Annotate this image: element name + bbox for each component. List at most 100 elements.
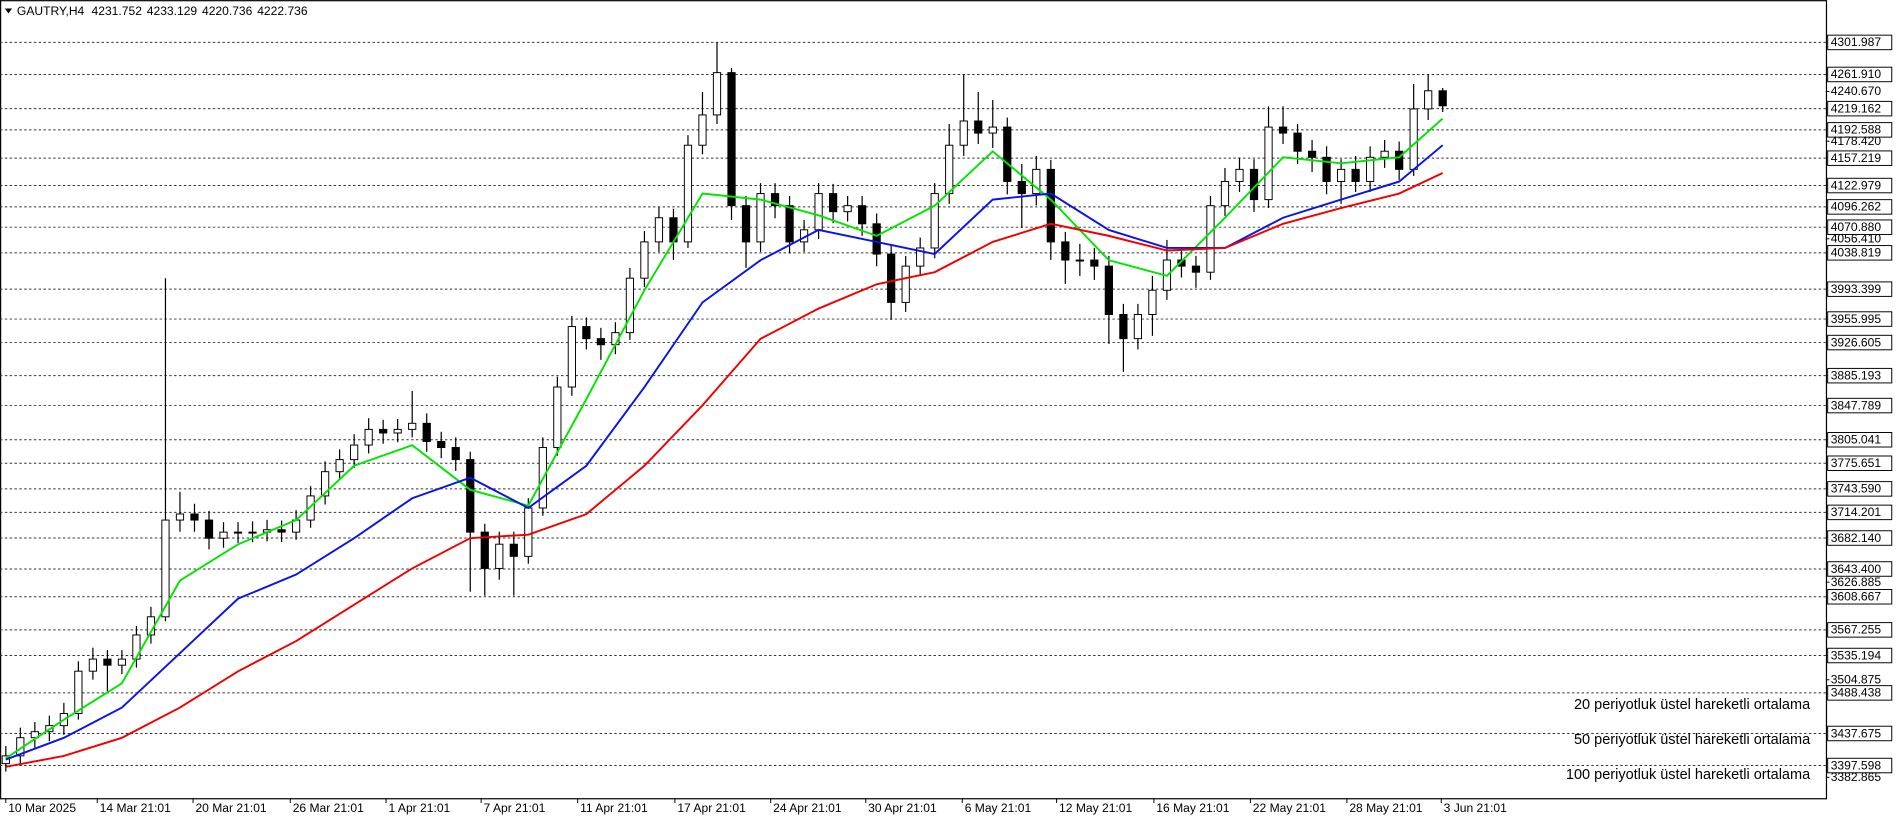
candle-body	[553, 386, 562, 449]
candle-body	[379, 428, 388, 434]
x-tick-label: 6 May 21:01	[965, 801, 1032, 815]
candle-body	[1278, 126, 1288, 134]
header: GAUTRY,H4 4231.752 4233.129 4220.736 4222.73…	[17, 4, 308, 18]
candle-body	[1119, 314, 1128, 340]
candle-body	[1046, 168, 1055, 243]
price-label-box	[1827, 455, 1893, 471]
x-tick-label: 26 Mar 21:01	[293, 801, 364, 815]
price-label-box	[1827, 150, 1893, 166]
candle-body	[88, 658, 98, 672]
candle-body	[30, 731, 39, 739]
symbol: GAUTRY,H4	[17, 4, 85, 18]
candle-body	[408, 422, 417, 430]
candle-body	[1220, 180, 1230, 207]
candle-body	[437, 440, 446, 449]
y-tick-label: 4096.262	[1831, 200, 1882, 214]
x-tick-label: 3 Jun 21:01	[1444, 801, 1507, 815]
candle-body	[1104, 265, 1113, 315]
candle-body	[480, 531, 489, 569]
candle-body	[1424, 90, 1433, 110]
x-tick-label: 10 Mar 2025	[8, 801, 76, 815]
price-label-box	[1827, 199, 1893, 215]
candle-body	[233, 531, 243, 534]
price-label-box	[1827, 66, 1893, 83]
plot-frame	[0, 0, 1828, 800]
candle-body	[872, 223, 881, 255]
legend-entry: 100 periyotluk üstel hareketli ortalama	[1566, 767, 1811, 783]
y-tick-label: 3535.194	[1831, 648, 1882, 662]
y-tick-label: 3567.255	[1831, 623, 1882, 637]
y-tick-label: 4261.910	[1831, 67, 1882, 81]
candle-body	[1380, 150, 1389, 158]
candle-body	[1133, 314, 1143, 340]
header-open: 4231.752	[92, 4, 143, 18]
y-tick-label: 3955.995	[1831, 312, 1882, 326]
price-label-box	[1827, 685, 1893, 701]
y-scale-label: 3504.875	[1831, 673, 1882, 687]
y-tick-label: 3885.193	[1831, 368, 1882, 382]
candle-body	[916, 247, 925, 267]
candle-body	[945, 144, 954, 195]
candle-body	[1206, 205, 1215, 273]
y-scale-label: 4240.670	[1831, 84, 1882, 98]
y-tick-label: 4038.819	[1831, 246, 1882, 260]
candle-body	[161, 519, 170, 618]
x-tick-label: 28 May 21:01	[1349, 801, 1422, 815]
price-label-box	[1827, 245, 1893, 261]
x-tick-label: 11 Apr 21:01	[580, 801, 648, 815]
candle-body	[219, 531, 228, 539]
ema-line	[5, 117, 1444, 760]
y-scale-label: 4178.420	[1831, 134, 1882, 148]
candle-body	[698, 114, 707, 146]
price-label-box	[1827, 100, 1893, 117]
candle-body	[640, 241, 649, 279]
y-scale-label: 3382.865	[1831, 770, 1882, 784]
x-tick-label: 1 Apr 21:01	[388, 801, 450, 815]
candle-body	[1366, 156, 1375, 182]
legend-entry: 20 periyotluk üstel hareketli ortalama	[1574, 697, 1811, 713]
candle-body	[306, 495, 315, 521]
candle-body	[741, 205, 751, 243]
y-tick-label: 4157.219	[1831, 151, 1882, 165]
candle-body	[1264, 126, 1273, 201]
y-scale-label: 4056.410	[1831, 232, 1882, 246]
candle-body	[1438, 90, 1447, 107]
candle-body	[727, 72, 736, 207]
candle-body	[1, 755, 10, 765]
y-tick-label: 3437.675	[1831, 726, 1882, 740]
candle-body	[117, 658, 127, 666]
y-tick-label: 3805.041	[1831, 433, 1882, 447]
candle-body	[712, 72, 722, 116]
candle-body	[887, 253, 896, 303]
candle-body	[132, 634, 141, 660]
header-low: 4220.736	[202, 4, 253, 18]
y-tick-label: 3608.667	[1831, 590, 1882, 604]
x-tick-label: 14 Mar 21:01	[100, 801, 171, 815]
candle-body	[321, 471, 330, 497]
candle-body	[843, 205, 852, 213]
candle-body	[1235, 168, 1244, 182]
y-scale-label: 3626.885	[1831, 575, 1882, 589]
candle-body	[248, 531, 257, 534]
x-tick-label: 7 Apr 21:01	[484, 801, 546, 815]
ema-line	[5, 172, 1444, 768]
candle-body	[828, 193, 838, 213]
candle-body	[422, 422, 431, 442]
candle-body	[103, 658, 112, 666]
y-tick-label: 3775.651	[1831, 456, 1882, 470]
candle-body	[959, 120, 968, 146]
header-high: 4233.129	[147, 4, 198, 18]
price-label-box	[1827, 757, 1893, 774]
y-tick-label: 3643.400	[1831, 562, 1882, 576]
x-tick-label: 12 May 21:01	[1059, 801, 1132, 815]
candle-body	[466, 459, 475, 533]
price-label-box	[1827, 481, 1893, 497]
candle-body	[596, 338, 605, 346]
candle-body	[1090, 259, 1099, 267]
candle-body	[74, 670, 83, 715]
candle-body	[770, 193, 780, 207]
menu-arrow	[4, 8, 13, 14]
